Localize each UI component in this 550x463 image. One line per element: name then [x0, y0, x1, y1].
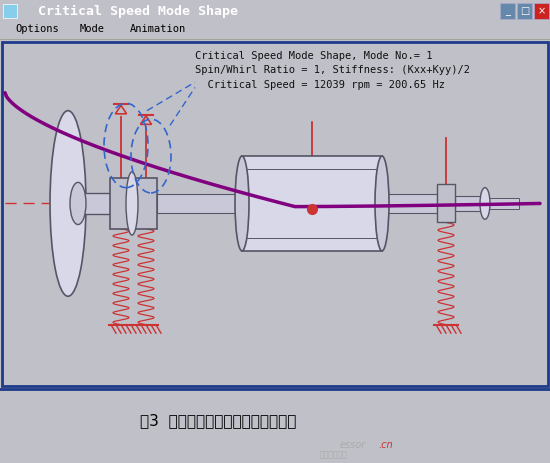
Text: 中国压缩机网: 中国压缩机网 [320, 450, 348, 459]
Bar [455, 196, 485, 211]
Text: Critical Speed Mode Shape: Critical Speed Mode Shape [22, 5, 238, 18]
Text: _: _ [505, 6, 510, 16]
Ellipse shape [375, 156, 389, 251]
Bar [489, 198, 519, 209]
Ellipse shape [126, 172, 138, 235]
Text: Critical Speed Mode Shape, Mode No.= 1
Spin/Whirl Ratio = 1, Stiffness: (Kxx+Kyy: Critical Speed Mode Shape, Mode No.= 1 S… [195, 50, 470, 90]
Bar [382, 194, 437, 213]
Text: □: □ [520, 6, 529, 16]
Bar [517, 3, 532, 19]
Bar [3, 4, 17, 18]
Bar [534, 3, 549, 19]
Text: Animation: Animation [130, 24, 186, 34]
Text: Options: Options [15, 24, 59, 34]
Text: .cn: .cn [378, 440, 393, 450]
Text: ×: × [537, 6, 546, 16]
Bar [157, 194, 242, 213]
Bar [110, 178, 132, 229]
Bar [500, 3, 515, 19]
Ellipse shape [235, 156, 249, 251]
Bar [77, 193, 112, 214]
Ellipse shape [480, 188, 490, 219]
Ellipse shape [50, 111, 86, 296]
Text: essor: essor [340, 440, 366, 450]
Ellipse shape [70, 182, 86, 225]
Text: 图3  变频离心式压缩机一阶临界转速: 图3 变频离心式压缩机一阶临界转速 [140, 413, 296, 428]
Bar [242, 156, 382, 251]
Bar [135, 178, 157, 229]
Bar [437, 184, 455, 222]
Text: Mode: Mode [80, 24, 105, 34]
